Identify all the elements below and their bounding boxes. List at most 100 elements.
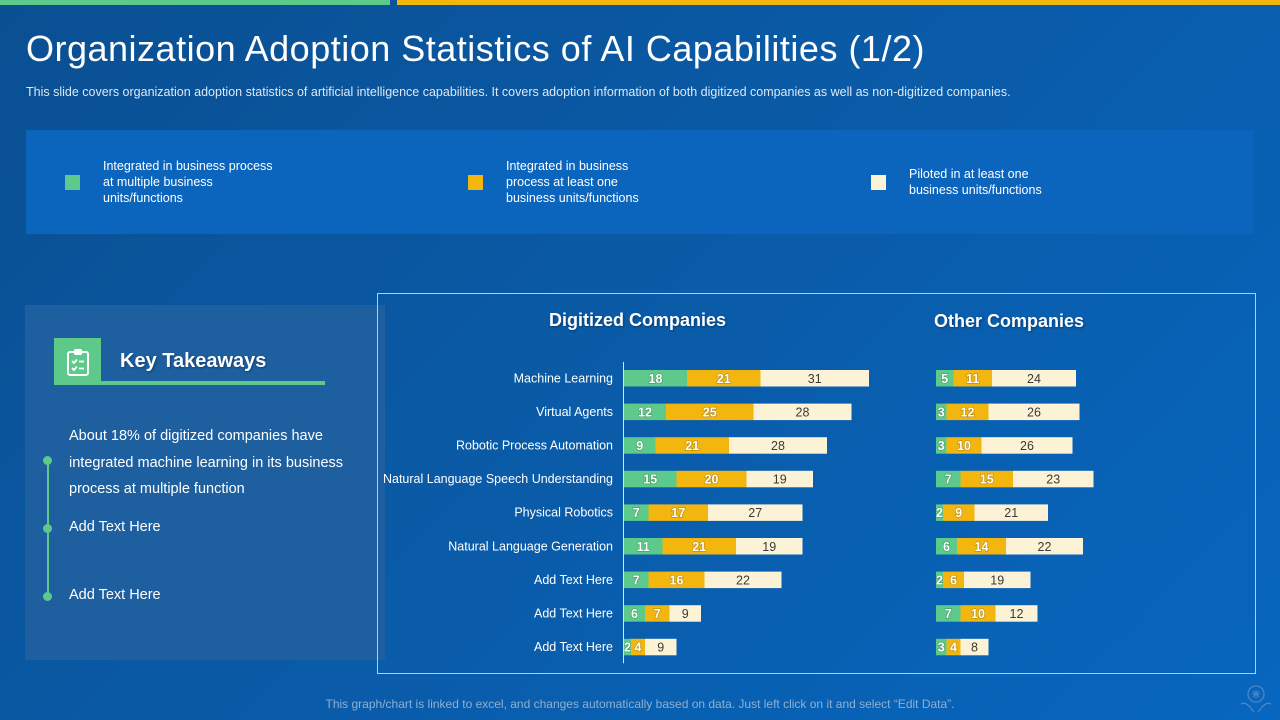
data-label: 2 — [936, 506, 943, 520]
bar-segment — [936, 571, 943, 589]
bar-segment — [936, 605, 961, 622]
data-label: 19 — [762, 540, 776, 554]
data-label: 27 — [748, 506, 762, 520]
data-label: 3 — [938, 405, 945, 419]
category-label: Natural Language Speech Understanding — [383, 472, 613, 486]
category-label: Physical Robotics — [514, 506, 613, 520]
bar-segment — [943, 571, 964, 589]
timeline-dot — [43, 456, 52, 465]
takeaway-item-2: Add Text Here — [69, 519, 161, 535]
bar-segment — [708, 504, 803, 521]
data-label: 25 — [703, 405, 717, 419]
bar-segment — [624, 437, 656, 454]
data-label: 11 — [637, 540, 650, 554]
bar-segment — [624, 470, 677, 488]
bar-segment — [957, 538, 1006, 555]
data-label: 17 — [671, 506, 685, 520]
takeaway-item-1: About 18% of digitized companies have in… — [69, 428, 344, 497]
top-accent-bar-yellow — [397, 0, 1280, 5]
legend-item-multiple-units: Integrated in business process at multip… — [65, 130, 273, 234]
data-label: 19 — [990, 573, 1004, 587]
data-label: 9 — [682, 607, 689, 621]
category-label: Virtual Agents — [536, 405, 613, 419]
data-label: 7 — [654, 607, 661, 621]
data-label: 15 — [980, 473, 994, 487]
bar-segment — [729, 437, 827, 454]
bar-segment — [676, 470, 747, 488]
category-label: Robotic Process Automation — [456, 438, 613, 452]
data-label: 18 — [649, 372, 663, 386]
bar-segment — [953, 370, 992, 387]
data-label: 16 — [670, 573, 684, 587]
data-label: 7 — [945, 607, 952, 621]
bar-segment — [662, 538, 736, 555]
bar-segment — [943, 504, 975, 521]
bar-segment — [648, 504, 708, 521]
data-label: 7 — [633, 506, 640, 520]
bar-segment — [687, 370, 761, 387]
category-label: Machine Learning — [514, 371, 613, 385]
bar-segment — [981, 437, 1073, 454]
data-label: 10 — [957, 439, 971, 453]
data-label: 2 — [624, 641, 631, 655]
bar-segment — [936, 437, 947, 454]
data-label: 6 — [950, 573, 957, 587]
legend-label: Integrated in business process at least … — [506, 159, 639, 205]
data-label: 23 — [1046, 473, 1060, 487]
bar-segment — [936, 504, 943, 521]
bar-segment — [946, 437, 982, 454]
bar-segment — [960, 605, 996, 622]
bar-segment — [988, 403, 1080, 421]
category-label: Natural Language Generation — [448, 539, 613, 553]
legend-label: Integrated in business process at multip… — [103, 159, 273, 205]
data-label: 3 — [938, 641, 945, 655]
data-label: 12 — [638, 405, 652, 419]
data-label: 21 — [717, 372, 731, 386]
bar-segment — [936, 638, 947, 656]
bar-segment — [624, 504, 649, 521]
data-label: 11 — [966, 372, 979, 386]
key-takeaways-underline — [54, 381, 325, 385]
data-label: 26 — [1020, 439, 1034, 453]
legend-swatch-yellow — [468, 174, 483, 190]
bar-segment — [631, 638, 645, 656]
bar-segment — [645, 638, 677, 656]
stacked-bar-charts: Machine Learning 18 21 31 Virtual Agents 12 25… — [383, 362, 1094, 664]
data-label: 21 — [1004, 506, 1018, 520]
data-label: 21 — [692, 540, 706, 554]
bar-segment — [960, 638, 989, 656]
ai-hands-brain-icon — [1240, 685, 1272, 713]
data-label: 14 — [975, 540, 989, 554]
bar-segment — [760, 370, 869, 387]
bar-segment — [992, 370, 1076, 387]
legend-panel: Integrated in business process at multip… — [26, 130, 1254, 234]
bar-segment — [964, 571, 1031, 589]
bar-segment — [946, 403, 989, 421]
bar-segment — [936, 370, 954, 387]
category-label: Add Text Here — [534, 573, 613, 587]
bar-segment — [995, 605, 1038, 622]
legend-item-piloted: Piloted in at least one business units/f… — [871, 130, 1042, 234]
data-label: 4 — [635, 641, 642, 655]
legend-item-one-unit: Integrated in business process at least … — [468, 130, 639, 234]
data-label: 20 — [705, 473, 719, 487]
bar-segment — [666, 403, 754, 421]
data-label: 9 — [955, 506, 962, 520]
data-label: 31 — [808, 372, 822, 386]
bar-segment — [624, 370, 687, 387]
bar-segment — [1013, 470, 1094, 488]
legend-swatch-cream — [871, 174, 886, 190]
bar-segment — [946, 638, 961, 656]
bar-segment — [736, 538, 803, 555]
data-label: 3 — [938, 439, 945, 453]
data-label: 2 — [936, 573, 943, 587]
bar-segment — [648, 571, 705, 589]
timeline-dot — [43, 524, 52, 533]
bar-segment — [624, 403, 666, 421]
bar-segment — [624, 638, 631, 656]
key-takeaways-panel: Key Takeaways About 18% of digitized com… — [25, 305, 385, 660]
chart-panel: Digitized Companies Other Companies Mach… — [377, 293, 1256, 674]
data-label: 7 — [633, 573, 640, 587]
data-label: 12 — [1010, 607, 1024, 621]
data-label: 9 — [657, 641, 664, 655]
